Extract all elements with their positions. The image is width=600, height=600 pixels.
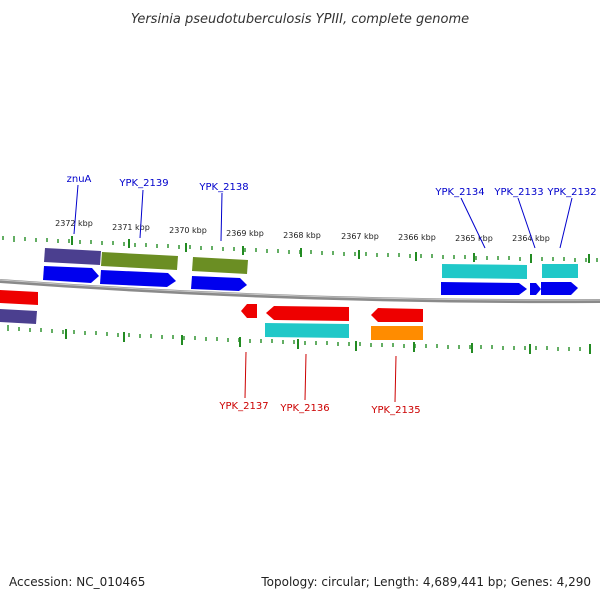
genome-backbone-highlight [0, 279, 600, 301]
gene-label-YPK-2133[interactable]: YPK_2133 [493, 187, 543, 198]
gene-block-cyan[interactable] [442, 264, 527, 279]
gene-block-purple[interactable] [44, 248, 101, 265]
gene-arrow-red[interactable] [241, 304, 257, 318]
gene-label-YPK-2132[interactable]: YPK_2132 [546, 187, 596, 198]
gene-block-olive[interactable] [192, 257, 248, 274]
reverse-features [241, 304, 423, 340]
gene-label-YPK-2136[interactable]: YPK_2136 [279, 403, 329, 414]
forward-gene-labels [73, 184, 573, 249]
gene-block-cyan[interactable] [265, 323, 349, 338]
gene-arrow-red[interactable] [266, 306, 349, 321]
scale-label: 2369 kbp [226, 229, 264, 238]
scale-label: 2370 kbp [169, 226, 207, 235]
gene-block-red[interactable] [0, 290, 38, 305]
gene-arrow-blue[interactable] [530, 283, 541, 295]
gene-arrow-blue[interactable] [100, 270, 176, 287]
scale-label: 2372 kbp [55, 219, 93, 228]
gene-label-YPK-2139[interactable]: YPK_2139 [118, 178, 168, 189]
genome-backbone [0, 279, 600, 304]
scale-label: 2365 kbp [455, 234, 493, 243]
gene-label-YPK-2135[interactable]: YPK_2135 [370, 405, 420, 416]
topology-text: Topology: circular; Length: 4,689,441 bp… [261, 575, 591, 589]
gene-arrow-red[interactable] [371, 308, 423, 322]
scale-labels: 2372 kbp 2371 kbp 2370 kbp 2369 kbp 2368… [55, 219, 550, 243]
scale-label: 2367 kbp [341, 232, 379, 241]
gene-arrow-blue[interactable] [441, 282, 527, 295]
gene-arrow-blue[interactable] [191, 276, 247, 291]
scale-label: 2371 kbp [112, 223, 150, 232]
scale-label: 2364 kbp [512, 234, 550, 243]
outer-tick-ring [2, 236, 598, 263]
accession-text: Accession: NC_010465 [9, 575, 146, 589]
gene-label-YPK-2134[interactable]: YPK_2134 [434, 187, 484, 198]
gene-arrow-blue[interactable] [43, 266, 99, 283]
gene-block-purple[interactable] [0, 309, 37, 324]
scale-label: 2368 kbp [283, 231, 321, 240]
reverse-gene-labels [244, 351, 397, 403]
gene-arrow-blue[interactable] [541, 282, 578, 295]
gene-block-cyan[interactable] [542, 264, 578, 278]
gene-block-orange[interactable] [371, 326, 423, 340]
forward-features [0, 248, 578, 324]
scale-label: 2366 kbp [398, 233, 436, 242]
gene-label-YPK-2137[interactable]: YPK_2137 [218, 401, 268, 412]
gene-label-znuA[interactable]: znuA [67, 174, 92, 185]
map-title: Yersinia pseudotuberculosis YPIII, compl… [131, 12, 469, 27]
inner-tick-ring [7, 325, 591, 354]
gene-label-YPK-2138[interactable]: YPK_2138 [198, 182, 248, 193]
gene-block-olive[interactable] [101, 252, 178, 270]
